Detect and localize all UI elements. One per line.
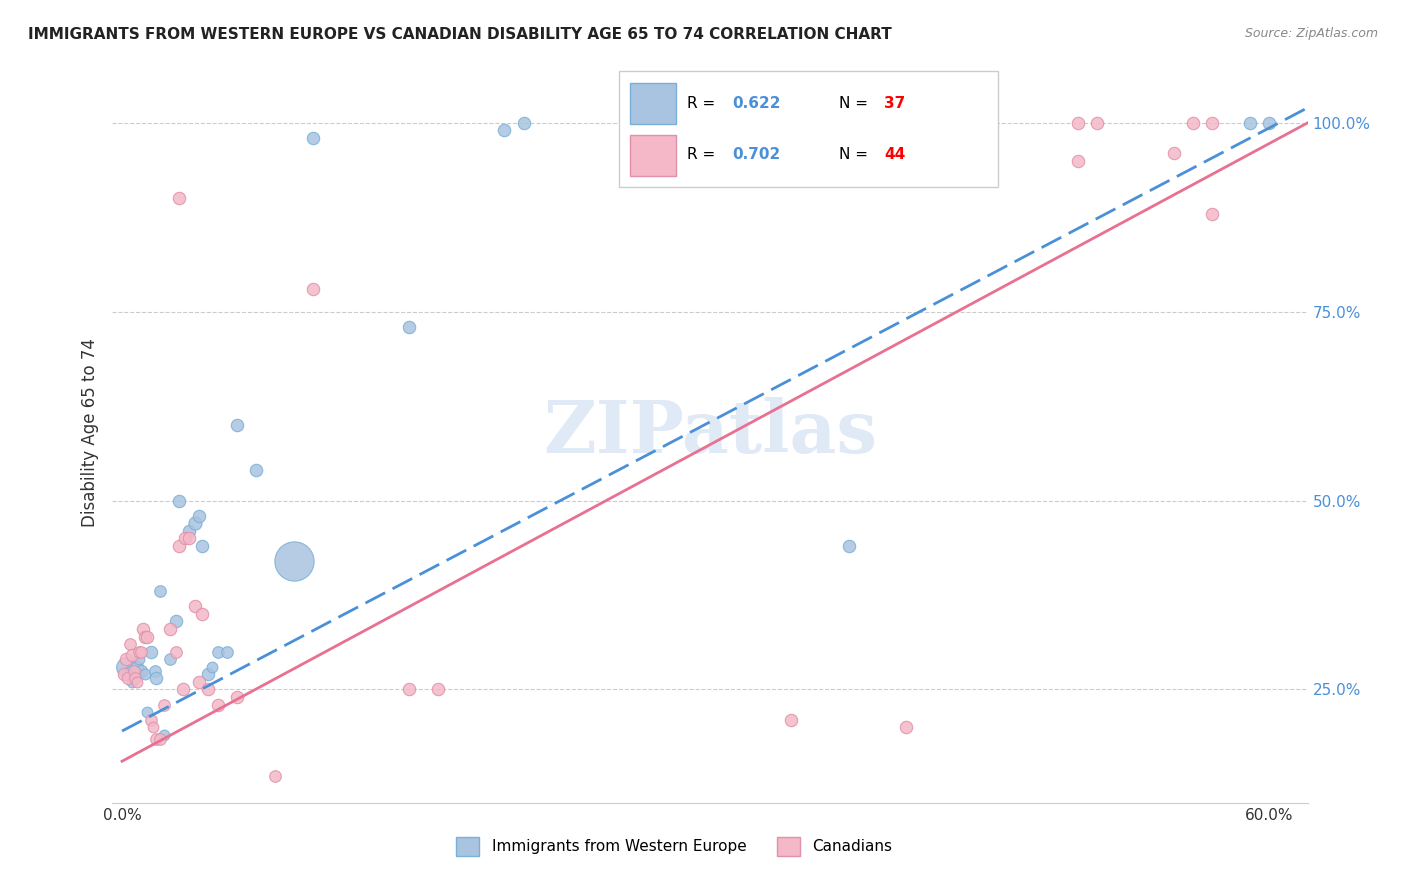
Point bbox=[207, 698, 229, 712]
Point bbox=[201, 660, 224, 674]
FancyBboxPatch shape bbox=[630, 135, 675, 176]
Point bbox=[124, 671, 146, 685]
Point bbox=[128, 645, 150, 659]
Point bbox=[512, 116, 534, 130]
Point bbox=[145, 731, 167, 746]
Point bbox=[139, 713, 162, 727]
Text: 37: 37 bbox=[884, 96, 905, 112]
Point bbox=[115, 660, 138, 674]
Point bbox=[197, 667, 219, 681]
Y-axis label: Disability Age 65 to 74: Disability Age 65 to 74 bbox=[80, 338, 98, 527]
Point bbox=[398, 319, 420, 334]
Point bbox=[135, 705, 157, 719]
Point bbox=[165, 645, 187, 659]
Point bbox=[197, 682, 219, 697]
Point bbox=[172, 682, 194, 697]
Point bbox=[132, 622, 155, 636]
Point bbox=[153, 728, 176, 742]
Text: 44: 44 bbox=[884, 147, 905, 162]
Point bbox=[225, 690, 247, 704]
Text: IMMIGRANTS FROM WESTERN EUROPE VS CANADIAN DISABILITY AGE 65 TO 74 CORRELATION C: IMMIGRANTS FROM WESTERN EUROPE VS CANADI… bbox=[28, 27, 891, 42]
Point bbox=[398, 682, 420, 697]
Point bbox=[112, 667, 135, 681]
Point bbox=[129, 664, 152, 678]
Point bbox=[135, 630, 157, 644]
FancyBboxPatch shape bbox=[619, 71, 998, 187]
Point bbox=[128, 652, 150, 666]
Point bbox=[139, 645, 162, 659]
Point bbox=[283, 554, 305, 568]
Point bbox=[302, 131, 325, 145]
Point bbox=[165, 615, 187, 629]
Point bbox=[134, 630, 156, 644]
Point bbox=[264, 769, 287, 783]
Point bbox=[145, 671, 167, 685]
Point bbox=[142, 720, 165, 734]
Text: N =: N = bbox=[839, 96, 873, 112]
Point bbox=[494, 123, 516, 137]
FancyBboxPatch shape bbox=[630, 83, 675, 123]
Point bbox=[121, 674, 143, 689]
Text: R =: R = bbox=[688, 96, 720, 112]
Point bbox=[149, 731, 172, 746]
Point bbox=[838, 539, 860, 553]
Point bbox=[207, 645, 229, 659]
Point bbox=[1201, 116, 1223, 130]
Point bbox=[1067, 116, 1090, 130]
Point bbox=[174, 532, 197, 546]
Point bbox=[122, 671, 145, 685]
Point bbox=[1181, 116, 1204, 130]
Point bbox=[115, 652, 138, 666]
Point bbox=[183, 516, 205, 531]
Point bbox=[117, 667, 139, 681]
Text: 0.622: 0.622 bbox=[733, 96, 780, 112]
Point bbox=[127, 674, 149, 689]
Point bbox=[302, 282, 325, 296]
Text: R =: R = bbox=[688, 147, 720, 162]
Point bbox=[159, 652, 181, 666]
Point bbox=[169, 493, 191, 508]
Point bbox=[217, 645, 239, 659]
Point bbox=[1067, 153, 1090, 168]
Text: N =: N = bbox=[839, 147, 873, 162]
Point bbox=[129, 645, 152, 659]
Point bbox=[187, 508, 209, 523]
Point bbox=[143, 664, 166, 678]
Text: 0.702: 0.702 bbox=[733, 147, 780, 162]
Point bbox=[149, 584, 172, 599]
Point bbox=[177, 524, 200, 538]
Point bbox=[1085, 116, 1108, 130]
Point bbox=[169, 191, 191, 205]
Point bbox=[187, 674, 209, 689]
Point bbox=[121, 648, 143, 663]
Point bbox=[780, 713, 803, 727]
Point bbox=[124, 667, 146, 681]
Point bbox=[1201, 206, 1223, 220]
Point bbox=[1239, 116, 1261, 130]
Text: Source: ZipAtlas.com: Source: ZipAtlas.com bbox=[1244, 27, 1378, 40]
Point bbox=[153, 698, 176, 712]
Point bbox=[1163, 146, 1185, 161]
Point bbox=[118, 637, 141, 651]
Point bbox=[191, 539, 214, 553]
Point bbox=[169, 539, 191, 553]
Legend: Immigrants from Western Europe, Canadians: Immigrants from Western Europe, Canadian… bbox=[450, 831, 898, 862]
Text: ZIPatlas: ZIPatlas bbox=[543, 397, 877, 468]
Point bbox=[159, 622, 181, 636]
Point bbox=[177, 532, 200, 546]
Point bbox=[117, 671, 139, 685]
Point bbox=[225, 418, 247, 433]
Point bbox=[118, 664, 141, 678]
Point bbox=[134, 667, 156, 681]
Point bbox=[191, 607, 214, 621]
Point bbox=[1258, 116, 1281, 130]
Point bbox=[183, 599, 205, 614]
Point bbox=[426, 682, 449, 697]
Point bbox=[894, 720, 917, 734]
Point bbox=[127, 660, 149, 674]
Point bbox=[122, 664, 145, 678]
Point bbox=[245, 463, 267, 477]
